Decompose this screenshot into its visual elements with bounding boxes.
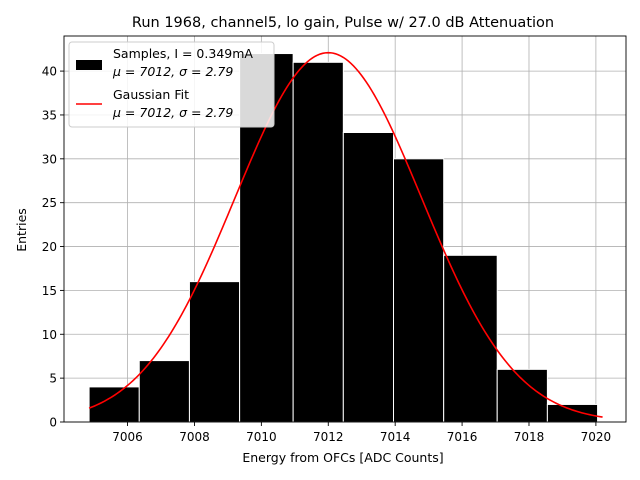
y-tick-label-4: 20	[42, 240, 57, 254]
histogram-bar-8	[496, 368, 548, 423]
y-tick-label-2: 10	[42, 328, 57, 342]
histogram-bar-4	[292, 61, 344, 423]
y-tick-label-0: 0	[49, 416, 57, 430]
chart-title: Run 1968, channel5, lo gain, Pulse w/ 27…	[132, 15, 554, 31]
legend: Samples, I = 0.349mA μ = 7012, σ = 2.79 …	[68, 41, 275, 128]
x-axis-ticks: 7006 7008 7010 7012 7014 7016 7018 7020	[112, 422, 611, 444]
legend-box	[68, 41, 275, 128]
y-tick-label-1: 5	[49, 372, 57, 386]
y-tick-label-3: 15	[42, 284, 57, 298]
legend-samples-stats: μ = 7012, σ = 2.79	[112, 64, 233, 79]
y-axis-ticks: 0 5 10 15 20 25 30 35 40	[42, 65, 64, 430]
x-tick-label-7: 7020	[581, 430, 612, 444]
x-tick-label-0: 7006	[112, 430, 143, 444]
histogram-bar-7	[443, 254, 498, 423]
x-tick-label-6: 7018	[514, 430, 545, 444]
x-axis-label: Energy from OFCs [ADC Counts]	[242, 450, 443, 465]
histogram-bar-1	[138, 360, 190, 423]
y-axis-label: Entries	[14, 208, 29, 252]
x-tick-label-1: 7008	[179, 430, 210, 444]
y-tick-label-5: 25	[42, 196, 57, 210]
axes-frame	[63, 35, 627, 423]
y-tick-label-7: 35	[42, 108, 57, 122]
gaussian-fit-curve	[88, 51, 603, 418]
legend-fit-label: Gaussian Fit	[113, 87, 189, 102]
legend-fit-stats: μ = 7012, σ = 2.79	[112, 105, 233, 120]
y-tick-label-8: 40	[42, 65, 57, 79]
histogram-bar-6	[393, 158, 445, 423]
x-tick-label-2: 7010	[246, 430, 277, 444]
histogram-bar-2	[188, 281, 241, 423]
x-tick-label-4: 7014	[380, 430, 411, 444]
legend-samples-swatch	[76, 60, 102, 70]
histogram-bar-5	[342, 132, 395, 423]
x-tick-label-5: 7016	[447, 430, 478, 444]
histogram-bars	[88, 53, 599, 423]
legend-samples-label: Samples, I = 0.349mA	[113, 46, 253, 61]
histogram-bar-9	[546, 403, 599, 423]
y-tick-label-6: 30	[42, 152, 57, 166]
x-tick-label-3: 7012	[313, 430, 344, 444]
